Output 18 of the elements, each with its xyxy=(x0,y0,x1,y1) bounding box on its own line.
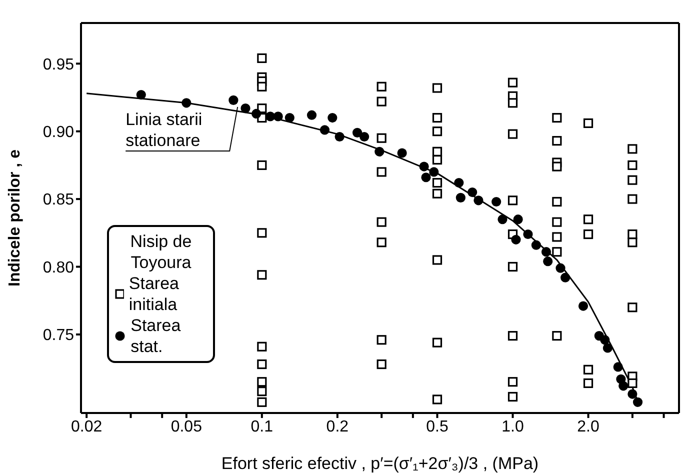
y-axis-title: Indicele porilor , e xyxy=(6,149,24,286)
y-tick-label: 0.95 xyxy=(42,56,74,74)
x-tick-label: 0.05 xyxy=(170,418,202,436)
y-tick-label: 0.80 xyxy=(42,259,74,276)
x-axis-title: Efort sferic efectiv , p′=(σ′₁+2σ′₃)/3 , (MPa) xyxy=(221,454,539,473)
legend-title: Nisip de Toyoura xyxy=(129,231,193,273)
y-tick-label: 0.90 xyxy=(42,124,74,142)
legend-label: Starea initiala xyxy=(128,273,180,315)
x-tick-label: 0.1 xyxy=(250,418,274,436)
y-tick-label: 0.75 xyxy=(42,327,74,344)
annotation: Linia starii stationare xyxy=(126,110,202,150)
x-tick-label: 0.02 xyxy=(71,418,102,436)
x-tick-label: 0.5 xyxy=(426,418,448,436)
legend-label: Starea stat. xyxy=(130,315,182,357)
x-tick-label: 1.0 xyxy=(502,418,524,436)
y-tick-label: 0.85 xyxy=(42,192,74,209)
x-tick-label: 0.2 xyxy=(326,418,349,436)
x-tick-label: 2.0 xyxy=(577,418,600,436)
